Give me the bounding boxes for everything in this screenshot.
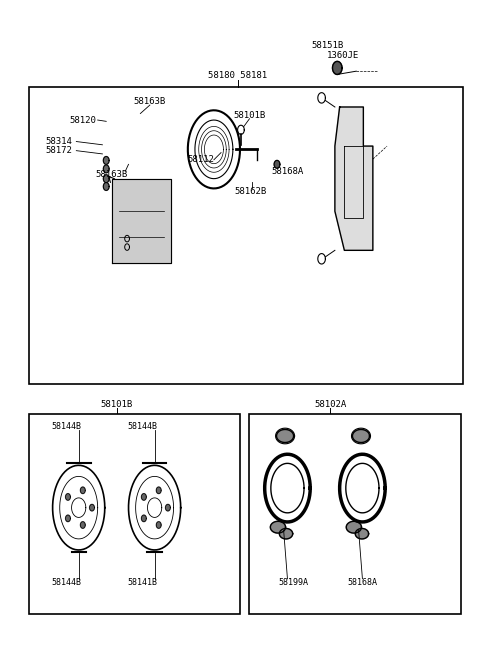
Text: 58112: 58112 (188, 155, 215, 164)
Polygon shape (355, 528, 369, 539)
Polygon shape (81, 487, 85, 493)
Polygon shape (66, 515, 70, 522)
Text: 58180 58181: 58180 58181 (208, 71, 267, 80)
Text: 58141B: 58141B (128, 578, 158, 587)
Text: 58120: 58120 (69, 116, 96, 125)
Text: 58163B: 58163B (96, 170, 128, 179)
Polygon shape (156, 522, 161, 528)
Text: 58314: 58314 (45, 137, 72, 146)
Polygon shape (125, 235, 130, 242)
Polygon shape (333, 61, 342, 74)
Polygon shape (276, 430, 294, 443)
Bar (250, 414, 461, 614)
Polygon shape (103, 183, 109, 191)
Polygon shape (142, 493, 146, 500)
Bar (29, 87, 463, 384)
Bar (29, 414, 240, 614)
Text: 58144B: 58144B (128, 422, 158, 431)
Polygon shape (156, 487, 161, 493)
Polygon shape (346, 522, 361, 533)
Text: 58101B: 58101B (233, 111, 265, 120)
Polygon shape (81, 522, 85, 528)
Polygon shape (270, 522, 286, 533)
Polygon shape (90, 505, 95, 511)
Text: 58102A: 58102A (314, 399, 346, 409)
Polygon shape (103, 165, 109, 173)
Text: 1360JE: 1360JE (327, 51, 360, 60)
Text: 58168A: 58168A (348, 578, 377, 587)
Text: 58101B: 58101B (100, 399, 133, 409)
Text: 58168A: 58168A (271, 167, 303, 176)
Polygon shape (66, 493, 70, 500)
Text: 58163B: 58163B (134, 97, 166, 106)
Text: 58144B: 58144B (52, 422, 82, 431)
Polygon shape (142, 515, 146, 522)
Polygon shape (352, 430, 370, 443)
Text: 58144B: 58144B (52, 578, 82, 587)
Text: 58199A: 58199A (278, 578, 308, 587)
Polygon shape (166, 505, 170, 511)
Text: 58162B: 58162B (234, 187, 266, 196)
Polygon shape (103, 156, 109, 164)
Polygon shape (125, 244, 130, 250)
Text: 58151B: 58151B (312, 41, 344, 51)
Polygon shape (335, 107, 373, 250)
Polygon shape (103, 175, 109, 183)
Polygon shape (279, 528, 293, 539)
Polygon shape (112, 179, 171, 263)
Polygon shape (274, 160, 280, 168)
Text: 58172: 58172 (45, 146, 72, 155)
